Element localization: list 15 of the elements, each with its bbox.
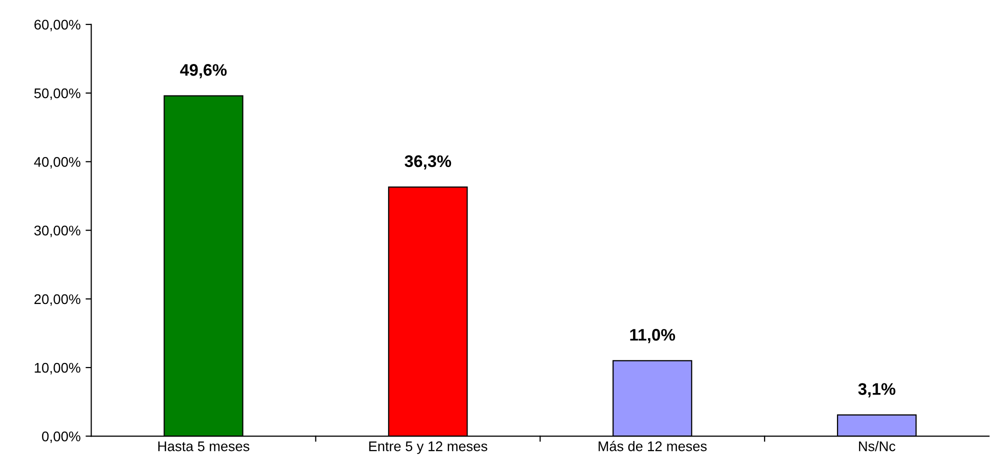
x-tick-label: Entre 5 y 12 meses xyxy=(369,441,488,454)
data-label: 3,1% xyxy=(858,383,896,398)
x-tick-label: Más de 12 meses xyxy=(598,440,707,452)
data-label: 11,0% xyxy=(630,328,676,344)
x-tick-label: Ns/Nc xyxy=(859,441,896,452)
y-tick-label: 0,00% xyxy=(42,431,80,443)
y-tick-label: 20,00% xyxy=(34,294,80,306)
x-tick-label: Hasta 5 meses xyxy=(158,442,250,452)
y-tick-label: 60,00% xyxy=(34,20,80,32)
y-tick-label: 40,00% xyxy=(34,157,80,168)
y-tick-label: 50,00% xyxy=(34,88,80,100)
y-tick-label: 10,00% xyxy=(34,362,80,374)
data-label: 36,3% xyxy=(404,155,452,170)
data-label: 49,6% xyxy=(180,64,227,78)
y-tick-label: 30,00% xyxy=(34,226,80,238)
